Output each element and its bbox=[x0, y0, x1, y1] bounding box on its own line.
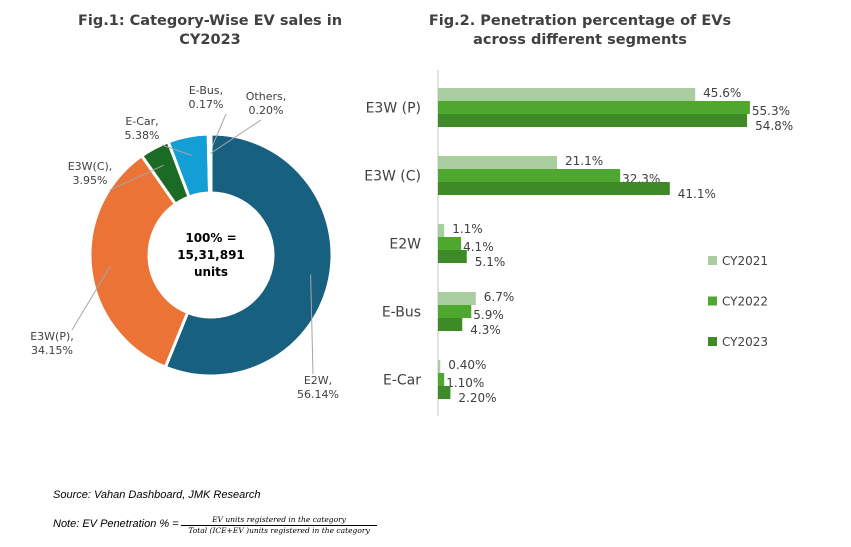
category-label: E-Bus bbox=[382, 305, 421, 321]
pie-label-value: 0.20% bbox=[249, 104, 284, 117]
bar-cy2021 bbox=[438, 156, 558, 169]
center-label: 100% = bbox=[185, 231, 236, 245]
leader-line bbox=[109, 164, 164, 191]
pie-label-value: 56.14% bbox=[297, 388, 339, 401]
pie-label-name: E3W(P), bbox=[30, 330, 74, 343]
bar-cy2023 bbox=[438, 250, 467, 263]
category-label: E3W (P) bbox=[366, 101, 421, 117]
pie-label-name: E-Bus, bbox=[189, 84, 223, 97]
bar-cy2021 bbox=[438, 292, 476, 305]
category-label: E-Car bbox=[383, 373, 421, 389]
leader-line bbox=[310, 274, 314, 375]
pie-label-name: Others, bbox=[246, 90, 286, 103]
data-label: 1.1% bbox=[452, 222, 483, 236]
pie-title: Fig.1: Category-Wise EV sales in CY2023 bbox=[77, 13, 343, 48]
legend-label: CY2022 bbox=[722, 295, 768, 309]
center-label: 15,31,891 bbox=[177, 248, 245, 262]
legend-swatch-cy2021 bbox=[708, 256, 717, 265]
category-label: E2W bbox=[389, 237, 421, 253]
legend-label: CY2023 bbox=[722, 335, 768, 349]
bar-cy2023 bbox=[438, 114, 748, 127]
data-label: 21.1% bbox=[565, 154, 603, 168]
legend-swatch-cy2022 bbox=[708, 296, 717, 306]
formula-denominator: Total (ICE+EV )units registered in the c… bbox=[188, 526, 370, 535]
pie-label-value: 0.17% bbox=[189, 98, 224, 111]
bar-cy2023 bbox=[438, 182, 670, 195]
data-label: 0.40% bbox=[448, 358, 486, 372]
bar-cy2023 bbox=[438, 318, 463, 331]
pie-slice-others bbox=[207, 132, 213, 195]
data-label: 5.1% bbox=[475, 255, 506, 269]
penetration-note: Note: EV Penetration % = bbox=[53, 518, 179, 530]
data-label: 4.3% bbox=[470, 323, 501, 337]
pie-slice-e2w bbox=[163, 132, 334, 378]
source-note: Source: Vahan Dashboard, JMK Research bbox=[53, 489, 261, 501]
bar-cy2023 bbox=[438, 386, 451, 399]
penetration-formula: EV units registered in the category Tota… bbox=[181, 515, 377, 535]
pie-label-value: 5.38% bbox=[125, 129, 160, 142]
bar-cy2022 bbox=[438, 373, 445, 386]
pie-slice-e3w-p- bbox=[88, 153, 190, 370]
bar-cy2022 bbox=[438, 237, 462, 250]
data-label: 5.9% bbox=[473, 308, 504, 322]
bar-cy2022 bbox=[438, 305, 472, 318]
bar-cy2021 bbox=[438, 88, 696, 101]
data-label: 2.20% bbox=[458, 391, 496, 405]
legend-label: CY2021 bbox=[722, 254, 768, 268]
bar-title: Fig.2. Penetration percentage of EVs acr… bbox=[428, 13, 732, 48]
data-label: 41.1% bbox=[678, 187, 716, 201]
data-label: 54.8% bbox=[755, 119, 793, 133]
bar-cy2022 bbox=[438, 101, 750, 114]
pie-label-value: 34.15% bbox=[31, 344, 73, 357]
data-label: 6.7% bbox=[484, 290, 514, 304]
pie-label-name: E2W, bbox=[304, 374, 332, 387]
formula-numerator: EV units registered in the category bbox=[181, 515, 377, 526]
data-label: 4.1% bbox=[463, 240, 494, 254]
pie-label-name: E-Car, bbox=[125, 115, 158, 128]
pie-label-name: E3W(C), bbox=[68, 160, 113, 173]
leader-line bbox=[71, 266, 111, 331]
leader-line bbox=[210, 119, 262, 154]
bar-cy2021 bbox=[438, 224, 445, 237]
center-label: units bbox=[194, 265, 228, 279]
data-label: 45.6% bbox=[703, 86, 741, 100]
bar-cy2021 bbox=[438, 360, 441, 373]
pie-label-value: 3.95% bbox=[73, 174, 108, 187]
leader-line bbox=[161, 144, 192, 156]
legend-swatch-cy2023 bbox=[708, 337, 717, 346]
data-label: 55.3% bbox=[752, 104, 790, 118]
category-label: E3W (C) bbox=[364, 169, 421, 185]
data-label: 1.10% bbox=[446, 376, 484, 390]
bar-cy2022 bbox=[438, 169, 621, 182]
